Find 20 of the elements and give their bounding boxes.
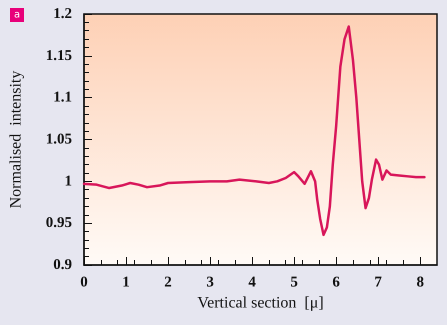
x-tick-label: 2 [164,274,172,290]
x-tick-label: 6 [332,274,340,290]
y-tick-label: 1.1 [53,90,72,106]
x-axis-title: Vertical section [μ] [197,294,324,312]
x-tick-label: 8 [416,274,424,290]
x-tick-label: 1 [122,274,130,290]
y-axis-title: Normalised intensity [8,70,24,208]
y-tick-label: 1.05 [46,132,72,148]
text: a [14,10,20,20]
y-tick-label: 1.15 [46,48,72,64]
line-series [82,25,426,236]
y-tick-label: 0.95 [46,215,72,232]
x-tick-label: 0 [80,274,88,290]
y-tick-label: 1 [64,173,72,190]
x-tick-label: 4 [248,274,256,290]
x-tick-label: 3 [206,274,214,290]
y-tick-label: 1.2 [53,6,72,22]
y-tick-label: 0.9 [53,257,72,273]
x-tick-label: 5 [290,274,298,290]
x-tick-label: 7 [374,274,382,290]
